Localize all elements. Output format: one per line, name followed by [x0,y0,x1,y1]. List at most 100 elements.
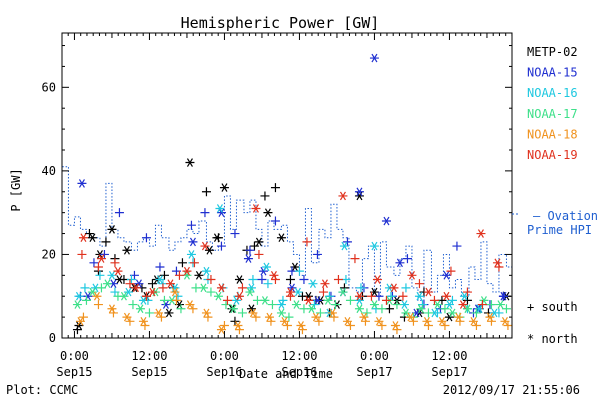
data-point-north [123,287,133,297]
legend-entry-noaa-19: NOAA-19 [527,148,578,162]
x-tick-time-label: 12:00 [431,349,467,363]
data-point-north [495,300,505,309]
data-point-south [446,266,456,276]
data-point-south [201,187,211,197]
north-symbol-legend: * north [527,332,578,346]
x-tick-date-label: Sep15 [56,365,92,379]
data-point-north [374,316,384,326]
data-point-north [444,300,454,309]
data-point-north [308,279,318,289]
data-point-north [213,291,223,301]
data-point-south [267,300,277,310]
data-point-south [270,216,280,226]
ovation-hpi-line [61,166,513,338]
data-point-south [339,283,349,293]
data-point-south [423,320,433,330]
data-point-south [128,300,138,310]
y-axis-label: P [GW] [9,168,23,211]
data-point-north [423,287,433,297]
data-point-north [389,283,399,293]
data-point-north [381,216,391,226]
data-point-north [489,308,499,318]
data-point-north [458,300,468,309]
data-point-south [263,279,273,289]
data-point-north [153,308,163,318]
data-point-south [234,325,244,335]
data-point-north [311,312,321,322]
data-point-south [294,266,304,276]
legend-entry-noaa-18: NOAA-18 [527,127,578,141]
data-point-south [84,229,94,239]
x-tick-date-label: Sep16 [281,365,317,379]
data-point-north [251,204,261,213]
data-point-south [314,316,324,326]
data-point-south [176,304,186,314]
data-point-north [155,275,165,284]
data-point-north [201,308,211,318]
data-point-south [366,291,376,301]
data-point-north [135,304,145,314]
data-point-north [185,300,195,309]
data-point-south [251,312,261,322]
data-point-south [392,325,402,335]
data-point-south [408,316,418,326]
data-point-north [306,304,316,314]
x-tick-date-label: Sep17 [356,365,392,379]
legend-entry-noaa-15: NOAA-15 [527,66,578,80]
data-point-north [114,275,124,284]
data-point-south [440,304,450,314]
data-point-south [345,295,355,305]
data-point-south [494,262,504,272]
data-point-north [414,291,424,301]
data-point-north [476,229,486,238]
data-point-north [264,312,274,322]
data-point-south [440,320,450,330]
data-point-south [206,287,216,297]
data-point-south [125,279,135,289]
data-point-north [246,283,256,293]
data-point-south [81,295,91,305]
data-point-north [138,316,148,326]
data-point-south [318,287,328,297]
data-point-north [216,208,226,217]
data-point-north [87,287,97,297]
x-tick-date-label: Sep17 [431,365,467,379]
data-point-south [398,291,408,301]
data-point-north [500,316,510,326]
data-point-south [315,308,325,318]
data-point-south [486,300,496,310]
data-point-south [177,258,187,268]
data-point-north [339,241,349,251]
x-tick-time-label: 12:00 [281,349,317,363]
axes: 0 20 40 60 0:00 Sep15 12:00 Sep15 0:00 Sep16 12:00… [42,32,520,379]
data-point-south [188,304,198,314]
data-point-north [113,266,123,276]
x-tick-time-label: 0:00 [360,349,389,363]
data-point-north [186,250,196,259]
legend-entry-metp-02: METP-02 [527,45,578,59]
data-point-south [266,316,276,326]
data-point-south [429,295,439,305]
data-point-south [248,275,258,285]
data-point-north [372,275,382,284]
data-point-north [447,308,457,318]
data-point-north [122,312,132,322]
data-point-north [219,183,229,192]
data-point-north [194,271,204,280]
data-point-north [296,321,306,330]
data-point-south [330,300,340,310]
data-point-south [96,283,106,293]
data-point-north [96,254,106,263]
data-point-south [158,283,168,293]
data-point-north [188,237,198,247]
data-point-north [269,271,279,280]
x-tick-time-label: 12:00 [131,349,167,363]
data-point-south [455,316,465,326]
data-point-south [362,308,372,318]
x-tick-time-label: 0:00 [210,349,239,363]
data-point-south [174,270,184,280]
data-point-south [140,320,150,330]
data-point-south [237,283,247,293]
data-point-south [401,283,411,293]
data-point-north [234,291,244,301]
